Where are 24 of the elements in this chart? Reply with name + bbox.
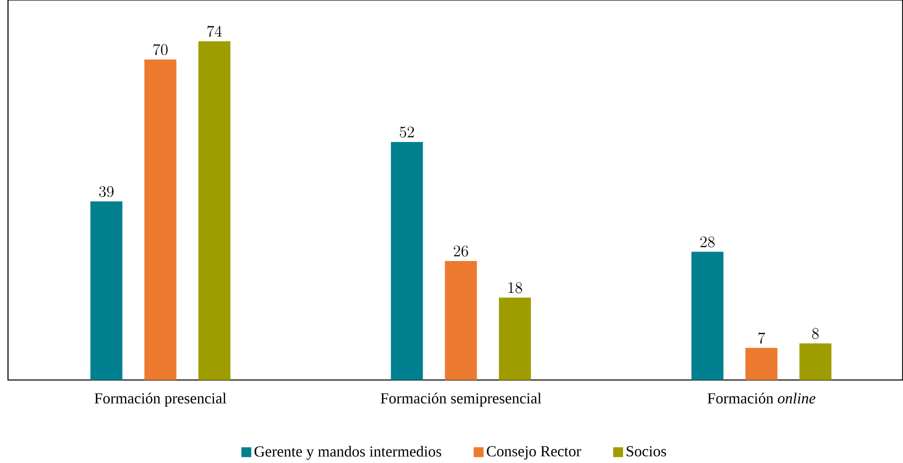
data-label: 26	[454, 246, 468, 257]
bar	[745, 348, 778, 380]
data-label: 74	[207, 26, 222, 37]
data-label: 70	[153, 44, 168, 56]
bar	[198, 41, 230, 380]
data-label: 28	[700, 236, 715, 248]
bar	[799, 343, 832, 380]
x-tick-label: Formación online	[708, 392, 816, 404]
legend-label: Consejo Rector	[486, 446, 582, 460]
bar	[90, 201, 122, 380]
data-label: 52	[400, 126, 414, 138]
bar	[444, 260, 477, 380]
bar	[390, 142, 423, 380]
data-label: 39	[99, 186, 114, 198]
data-label: 7	[758, 332, 766, 344]
bar	[498, 298, 531, 380]
x-tick-label: Formación semipresencial	[380, 392, 542, 407]
x-tick-label: Formación presencial	[94, 392, 226, 407]
legend-label: Gerente y mandos intermedios	[254, 446, 442, 460]
data-label: 18	[508, 282, 522, 294]
bar	[144, 60, 176, 380]
legend-label: Socios	[626, 446, 666, 456]
bar	[691, 252, 724, 380]
data-label: 8	[812, 328, 819, 339]
